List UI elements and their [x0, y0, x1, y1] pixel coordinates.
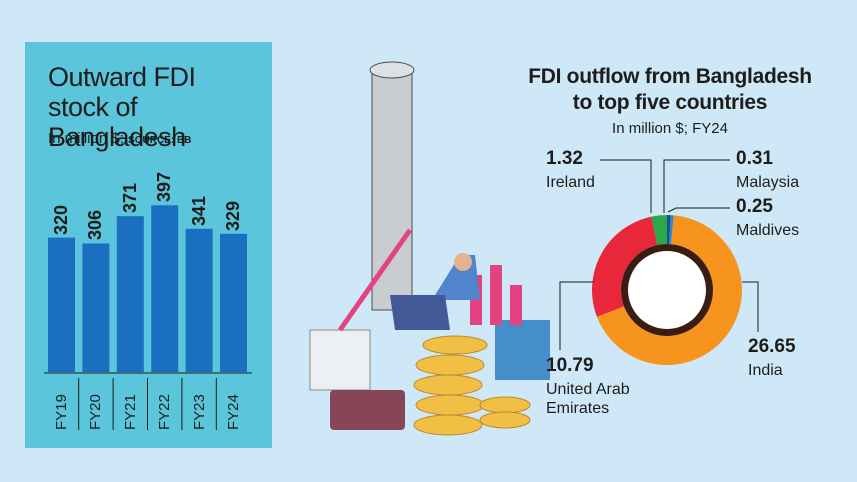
bar [116, 216, 144, 372]
bar [82, 243, 110, 372]
category-label: Malaysia [736, 174, 800, 191]
value-label: 397 [154, 172, 175, 203]
source: SOURCE: BB [128, 135, 192, 146]
x-tick-label: FY22 [156, 394, 174, 430]
leader-line [559, 281, 594, 350]
donut-slice [669, 215, 674, 245]
value-label: 1.32 [546, 148, 583, 169]
leader-line [667, 207, 730, 213]
x-tick-label: FY24 [225, 394, 242, 430]
x-tick-label: FY19 [53, 394, 70, 430]
value-label: 26.65 [748, 336, 796, 357]
category-label: United Arab Emirates [546, 381, 630, 417]
leader-line [663, 159, 730, 213]
donut-slice [667, 215, 671, 245]
bar [185, 228, 213, 372]
chart-subtitle: In million $; [48, 130, 124, 147]
value-label: 0.25 [736, 196, 773, 217]
x-tick-label: FY20 [87, 394, 105, 430]
donut-hole [628, 251, 706, 329]
donut-slice [596, 215, 742, 366]
chart-title: FDI outflow from Bangladesh to top five … [528, 65, 812, 114]
value-label: 371 [119, 183, 140, 214]
value-label: 10.79 [546, 355, 594, 376]
value-label: 306 [85, 210, 106, 241]
chart-subtitle: In million $; FY24 [612, 120, 728, 137]
category-label: Ireland [546, 174, 595, 191]
value-label: 320 [51, 204, 71, 235]
donut-slice [592, 216, 658, 317]
value-label: 0.31 [736, 148, 773, 169]
value-label: 329 [223, 200, 243, 231]
leader-line [600, 159, 652, 213]
bar [220, 233, 247, 372]
illustration [309, 61, 550, 436]
bar [48, 237, 75, 372]
x-tick-label: FY23 [190, 394, 208, 430]
chart-subtitle-row: In million $; SOURCE: BB [48, 130, 191, 147]
category-label: Maldives [736, 222, 800, 239]
category-label: India [748, 362, 783, 379]
donut-slice [651, 215, 667, 246]
leader-line [742, 281, 759, 332]
value-label: 341 [188, 195, 209, 226]
bar [151, 205, 179, 372]
chart-title: Outward FDI stock of Bangladesh [48, 62, 196, 152]
x-tick-label: FY21 [121, 394, 139, 430]
